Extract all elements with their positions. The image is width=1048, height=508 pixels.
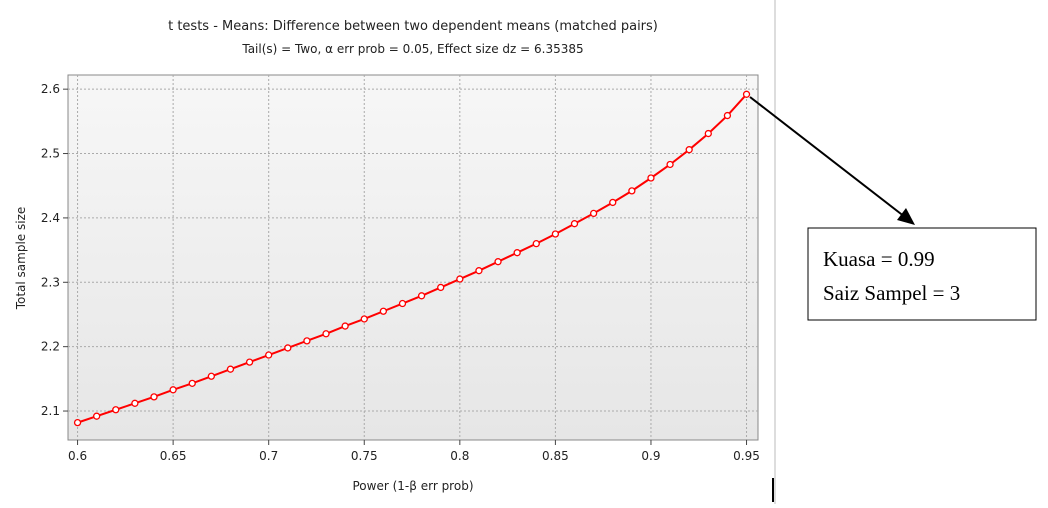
x-tick-label: 0.85	[542, 449, 569, 463]
chart-title: t tests - Means: Difference between two …	[168, 19, 658, 34]
x-tick-label: 0.95	[733, 449, 760, 463]
annotation-text: Kuasa = 0.99	[823, 247, 935, 271]
data-point	[303, 337, 311, 345]
data-point	[437, 283, 445, 292]
y-tick-label: 2.3	[41, 275, 60, 289]
data-point	[513, 249, 521, 257]
x-axis-label: Power (1-β err prob)	[353, 479, 474, 493]
data-point	[207, 372, 216, 380]
data-point	[150, 393, 158, 401]
y-tick-label: 2.4	[41, 211, 60, 225]
data-point	[589, 209, 598, 218]
data-point	[245, 358, 254, 366]
data-point	[417, 292, 426, 300]
chart-subtitle: Tail(s) = Two, α err prob = 0.05, Effect…	[241, 42, 583, 56]
data-point	[169, 386, 177, 394]
x-tick-label: 0.65	[160, 449, 187, 463]
y-tick-label: 2.6	[41, 82, 60, 96]
data-point	[341, 322, 349, 330]
data-point	[494, 258, 502, 266]
data-point	[647, 174, 655, 182]
data-point	[475, 267, 483, 275]
data-point	[265, 351, 273, 359]
data-point	[456, 275, 464, 283]
data-point	[188, 379, 196, 388]
x-tick-label: 0.6	[68, 449, 87, 463]
data-point	[685, 146, 693, 154]
x-tick-label: 0.7	[259, 449, 278, 463]
x-tick-label: 0.75	[351, 449, 378, 463]
annotation-box	[807, 227, 1037, 321]
annotation: Kuasa = 0.99 Saiz Sampel = 3	[749, 96, 1037, 321]
arrow-line	[749, 96, 906, 218]
data-point	[551, 230, 560, 238]
data-point	[742, 90, 751, 98]
x-tick-label: 0.8	[450, 449, 469, 463]
data-point	[322, 330, 330, 338]
data-point	[379, 307, 388, 315]
data-point	[398, 299, 407, 308]
data-point	[723, 111, 732, 120]
data-point	[73, 418, 82, 427]
data-point	[226, 365, 235, 373]
data-point	[570, 220, 579, 228]
arrow-head	[897, 208, 915, 225]
data-point	[704, 129, 712, 138]
data-point	[93, 412, 101, 420]
y-axis-label: Total sample size	[14, 207, 28, 311]
data-point	[360, 315, 368, 323]
y-tick-label: 2.2	[41, 340, 60, 354]
data-point	[112, 406, 120, 414]
data-point	[609, 198, 617, 207]
x-tick-label: 0.9	[641, 449, 660, 463]
annotation-text: Saiz Sampel = 3	[823, 281, 960, 305]
data-point	[284, 344, 292, 352]
data-point	[666, 160, 674, 169]
y-tick-label: 2.5	[41, 147, 60, 161]
data-point	[131, 399, 139, 407]
data-point	[628, 187, 636, 195]
plot-area	[67, 74, 759, 441]
data-point	[532, 240, 540, 248]
y-tick-label: 2.1	[41, 404, 60, 418]
